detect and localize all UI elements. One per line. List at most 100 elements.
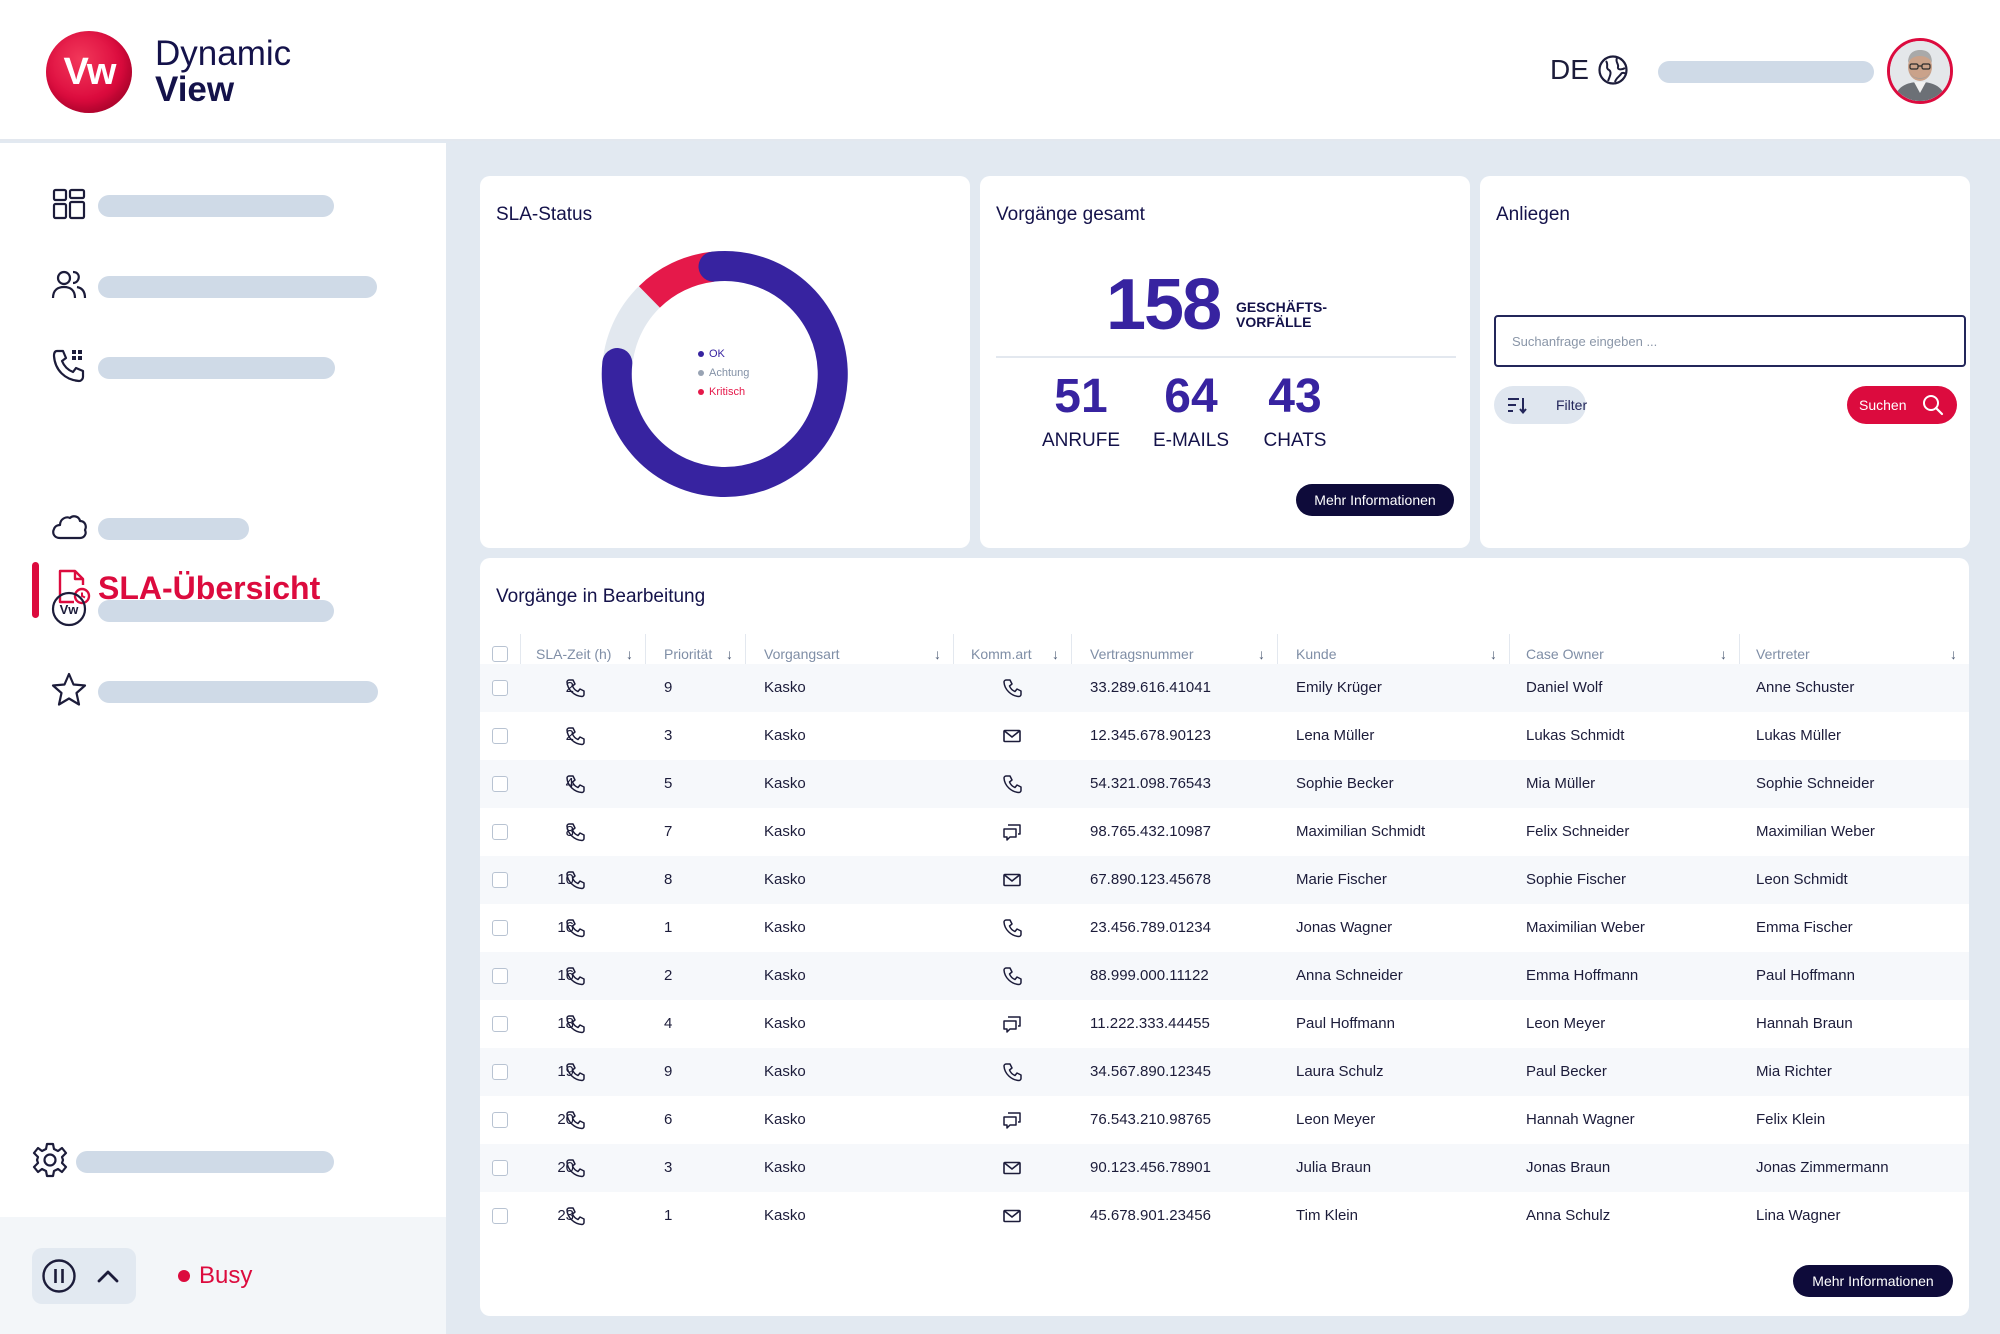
row-checkbox[interactable] (492, 968, 508, 984)
cell-priority: 7 (664, 823, 673, 840)
row-checkbox[interactable] (492, 1160, 508, 1176)
table-row[interactable]: 16 1 Kasko 23.456.789.01234 Jonas Wagner Maxi… (480, 904, 1969, 952)
cell-sla-time: 20 (557, 1159, 574, 1176)
table-row[interactable]: 10 8 Kasko 67.890.123.45678 Marie Fischer Sop… (480, 856, 1969, 904)
cell-case-owner: Leon Meyer (1526, 1015, 1606, 1032)
legend-label: OK (709, 347, 725, 360)
sort-arrow-icon[interactable]: ↓ (1490, 646, 1497, 662)
sort-arrow-icon[interactable]: ↓ (1950, 646, 1957, 662)
sort-arrow-icon[interactable]: ↓ (1258, 646, 1265, 662)
row-checkbox[interactable] (492, 920, 508, 936)
cell-customer: Emily Krüger (1296, 679, 1382, 696)
column-header-customer[interactable]: Kunde (1296, 646, 1337, 662)
legend-item-ok: OK (698, 344, 749, 363)
cell-contract-number: 76.543.210.98765 (1090, 1111, 1211, 1128)
stat-value: 64 (1164, 370, 1218, 423)
star-icon (51, 672, 87, 706)
more-info-button[interactable]: Mehr Informationen (1296, 484, 1454, 516)
table-row[interactable]: 18 4 Kasko 11.222.333.44455 Paul Hoffmann Leo… (480, 1000, 1969, 1048)
cell-priority: 5 (664, 775, 673, 792)
row-checkbox[interactable] (492, 728, 508, 744)
cell-customer: Marie Fischer (1296, 871, 1387, 888)
phone-icon (566, 679, 585, 698)
row-checkbox[interactable] (492, 776, 508, 792)
sort-arrow-icon[interactable]: ↓ (726, 646, 733, 662)
cell-agent: Lukas Müller (1756, 727, 1842, 744)
mail-icon (1003, 1209, 1021, 1223)
chat-icon (1003, 1016, 1021, 1033)
sidebar-item-settings[interactable] (0, 1130, 446, 1190)
sidebar-item-calls[interactable] (0, 336, 446, 396)
total-cases-count: 158 (1106, 265, 1222, 345)
sidebar-item-label-placeholder (76, 1151, 334, 1173)
sidebar-item-cloud[interactable] (0, 497, 446, 557)
sidebar-item-customers[interactable] (0, 255, 446, 315)
cell-agent: Maximilian Weber (1756, 823, 1875, 840)
table-row[interactable]: 2 3 Kasko 12.345.678.90123 Lena Müller Lukas … (480, 712, 1969, 760)
logo[interactable]: Vw (46, 31, 132, 113)
cell-sla-time: 19 (557, 1063, 574, 1080)
select-all-checkbox[interactable] (492, 646, 508, 662)
divider (996, 356, 1456, 358)
table-row[interactable]: 20 6 Kasko 76.543.210.98765 Leon Meyer Hannah… (480, 1096, 1969, 1144)
column-header-contract-number[interactable]: Vertragsnummer (1090, 646, 1194, 662)
cell-customer: Laura Schulz (1296, 1063, 1384, 1080)
sidebar: SLA-Übersicht Vw (0, 143, 446, 1334)
phone-icon (566, 871, 585, 890)
column-header-sla[interactable]: SLA-Zeit (h) (536, 646, 612, 662)
table-row[interactable]: 16 2 Kasko 88.999.000.11122 Anna Schneider Em… (480, 952, 1969, 1000)
sidebar-item-vw[interactable]: Vw (0, 575, 446, 635)
table-row[interactable]: 19 9 Kasko 34.567.890.12345 Laura Schulz Paul… (480, 1048, 1969, 1096)
active-item-marker (32, 562, 39, 618)
row-checkbox[interactable] (492, 1208, 508, 1224)
sort-arrow-icon[interactable]: ↓ (934, 646, 941, 662)
column-header-agent[interactable]: Vertreter (1756, 646, 1810, 662)
row-checkbox[interactable] (492, 824, 508, 840)
sort-arrow-icon[interactable]: ↓ (626, 646, 633, 662)
sidebar-item-label-placeholder (98, 195, 334, 217)
search-input[interactable] (1494, 315, 1966, 367)
chevron-up-icon[interactable] (94, 1264, 122, 1288)
sort-arrow-icon[interactable]: ↓ (1720, 646, 1727, 662)
search-button[interactable]: Suchen (1847, 386, 1957, 424)
sidebar-item-label-placeholder (98, 357, 335, 379)
column-header-channel[interactable]: Komm.art (971, 646, 1032, 662)
table-row[interactable]: 20 3 Kasko 90.123.456.78901 Julia Braun Jonas… (480, 1144, 1969, 1192)
cell-sla-time: 4 (565, 775, 574, 792)
column-header-priority[interactable]: Priorität (664, 646, 713, 662)
row-checkbox[interactable] (492, 1112, 508, 1128)
column-header-case-type[interactable]: Vorgangsart (764, 646, 840, 662)
sidebar-item-label-placeholder (98, 681, 378, 703)
legend-label: Kritisch (709, 385, 746, 398)
row-checkbox[interactable] (492, 680, 508, 696)
cases-total-card: Vorgänge gesamt 158 GESCHÄFTS- VORFÄLLE … (980, 176, 1470, 548)
sidebar-item-dashboard[interactable] (0, 175, 446, 235)
row-checkbox[interactable] (492, 1016, 508, 1032)
avatar[interactable] (1887, 38, 1953, 104)
sort-arrow-icon[interactable]: ↓ (1052, 646, 1059, 662)
table-row[interactable]: 23 1 Kasko 45.678.901.23456 Tim Klein Anna Sc… (480, 1192, 1969, 1240)
mail-icon (1003, 729, 1021, 743)
sidebar-item-sla-overview[interactable] (0, 558, 446, 618)
table-row[interactable]: 2 9 Kasko 33.289.616.41041 Emily Krüger Danie… (480, 664, 1969, 712)
cell-sla-time: 8 (565, 823, 574, 840)
legend-item-achtung: Achtung (698, 363, 749, 382)
row-checkbox[interactable] (492, 872, 508, 888)
cell-agent: Leon Schmidt (1756, 871, 1848, 888)
table-row[interactable]: 4 5 Kasko 54.321.098.76543 Sophie Becker Mia … (480, 760, 1969, 808)
pause-icon[interactable] (41, 1258, 77, 1294)
cloud-icon (52, 515, 87, 540)
table-row[interactable]: 8 7 Kasko 98.765.432.10987 Maximilian Schmid… (480, 808, 1969, 856)
stat-value: 51 (1054, 370, 1108, 423)
card-title: Vorgänge gesamt (996, 204, 1145, 225)
globe-icon[interactable] (1597, 54, 1629, 86)
cell-case-type: Kasko (764, 919, 806, 936)
status-control[interactable] (32, 1248, 136, 1304)
column-header-case-owner[interactable]: Case Owner (1526, 646, 1604, 662)
filter-button[interactable]: Filter (1494, 386, 1587, 424)
language-selector[interactable]: DE (1550, 54, 1589, 85)
sidebar-item-favorites[interactable] (0, 655, 446, 715)
table-more-info-button[interactable]: Mehr Informationen (1793, 1265, 1953, 1297)
row-checkbox[interactable] (492, 1064, 508, 1080)
cell-priority: 9 (664, 1063, 673, 1080)
